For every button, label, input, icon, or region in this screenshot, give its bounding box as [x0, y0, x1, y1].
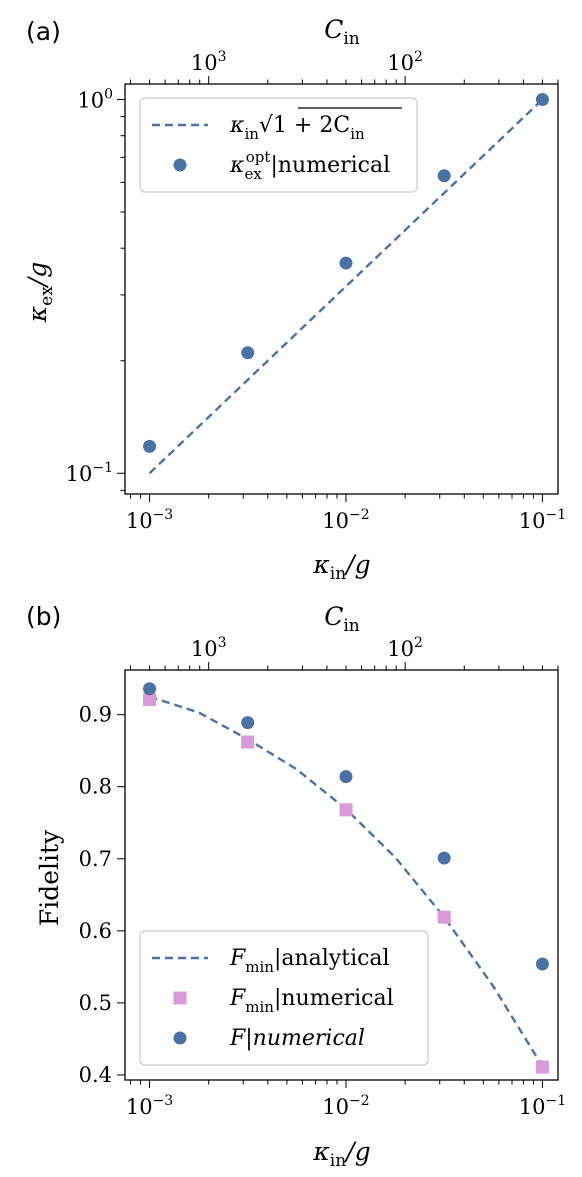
a-x-tick-label: 10−2 [322, 507, 369, 533]
panel-b-tag: (b) [26, 602, 61, 631]
panel-a-top-axis-label: Cin [324, 15, 360, 49]
b-point-square [241, 735, 255, 749]
a-top-tick-label: 103 [191, 49, 227, 75]
b-point-circle [143, 682, 157, 696]
b-point-square [535, 1060, 549, 1074]
b-y-tick-label: 0.7 [79, 847, 112, 871]
b-x-tick-label: 10−3 [126, 1093, 173, 1119]
b-y-tick-label: 0.8 [79, 775, 112, 799]
a-point-circle [339, 256, 353, 270]
b-legend-square-handle [173, 991, 187, 1005]
a-legend-circle-handle [173, 158, 187, 172]
b-point-circle [241, 716, 255, 730]
panel-b-top-axis-label: Cin [324, 602, 360, 636]
b-point-square [339, 803, 353, 817]
b-legend-box [139, 930, 429, 1066]
b-point-square [143, 693, 157, 707]
panel-a-frame [124, 83, 559, 495]
panel-b-marks [143, 682, 549, 1074]
panel-b-ticks: 10−3 10−2 10−1 103 102 0.4 0.5 0.6 0.7 0.8 0.9 [79, 635, 567, 1119]
b-point-square [437, 910, 451, 924]
b-point-circle [339, 770, 353, 784]
panel-a-marks [143, 92, 549, 475]
panel-b-legend: Fmin|analytical Fmin|numerical F|numerical [139, 930, 429, 1066]
panel-a-ticks: 10−3 10−2 10−1 103 102 10−1 100 [66, 49, 567, 533]
b-y-tick-label: 0.9 [79, 703, 112, 727]
b-legend-label: Fmin|analytical [229, 946, 390, 976]
panel-a-y-axis-label: κex/g [23, 262, 57, 324]
panel-b-x-axis-label: κin/g [312, 1137, 370, 1171]
b-legend-label: F|numerical [229, 1026, 365, 1051]
b-legend-circle-handle [173, 1031, 187, 1045]
a-point-circle [143, 439, 157, 453]
a-point-circle [535, 92, 549, 106]
panel-a-x-axis-label: κin/g [312, 550, 370, 584]
b-y-tick-label: 0.6 [79, 919, 112, 943]
b-top-tick-label: 102 [387, 635, 423, 661]
a-y-tick-label: 100 [77, 86, 113, 112]
b-x-tick-label: 10−2 [322, 1093, 369, 1119]
a-x-tick-label: 10−3 [126, 507, 173, 533]
a-legend-box [139, 97, 418, 193]
a-y-tick-label: 10−1 [66, 460, 113, 486]
a-x-tick-label: 10−1 [519, 507, 566, 533]
panel-b-y-axis-label: Fidelity [35, 829, 64, 926]
a-point-circle [241, 346, 255, 360]
b-point-circle [535, 957, 549, 971]
b-top-tick-label: 103 [191, 635, 227, 661]
panel-b-frame [124, 669, 559, 1081]
b-point-circle [437, 851, 451, 865]
a-legend-label: κexopt|numerical [229, 148, 390, 183]
b-y-tick-label: 0.4 [79, 1063, 112, 1087]
b-legend-label: Fmin|numerical [229, 986, 394, 1016]
panel-a-tag: (a) [26, 17, 61, 46]
a-point-circle [437, 169, 451, 183]
b-y-tick-label: 0.5 [79, 991, 112, 1015]
a-top-tick-label: 102 [387, 49, 423, 75]
a-legend-label: κin√1 + 2Cin [229, 113, 365, 143]
panel-a-legend: κin√1 + 2Cin κexopt|numerical [139, 97, 418, 193]
b-x-tick-label: 10−1 [519, 1093, 566, 1119]
